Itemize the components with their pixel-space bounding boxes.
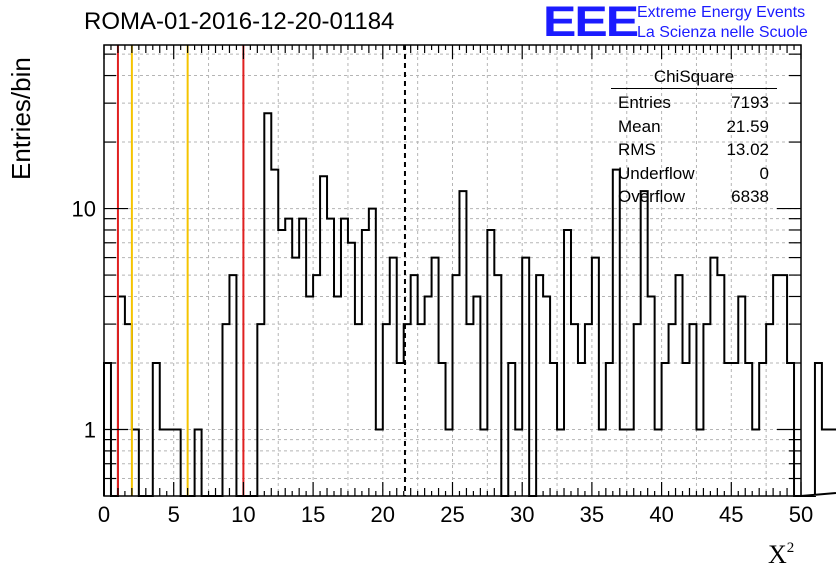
stat-value: 6838	[731, 187, 769, 206]
stat-row-mean: Mean 21.59	[611, 115, 777, 139]
stat-row-underflow: Underflow 0	[611, 162, 777, 186]
stat-label: Underflow	[618, 163, 695, 183]
x-tick-label: 30	[510, 502, 534, 527]
eee-logo: EEE	[543, 0, 639, 46]
x-tick-label: 50	[789, 502, 813, 527]
x-tick-label: 0	[98, 502, 110, 527]
stat-label: Entries	[618, 93, 671, 112]
stat-row-rms: RMS 13.02	[611, 138, 777, 162]
chart-title: ROMA-01-2016-12-20-01184	[84, 8, 395, 35]
logo-line-2: La Scienza nelle Scuole	[637, 24, 808, 41]
x-tick-label: 25	[440, 502, 464, 527]
stat-label: RMS	[618, 140, 656, 159]
stat-value: 7193	[731, 93, 769, 112]
x-tick-label: 20	[371, 502, 395, 527]
x-axis-label-superscript: 2	[786, 540, 795, 556]
x-tick-label: 10	[231, 502, 255, 527]
stat-value: 21.59	[726, 116, 769, 136]
stat-label: Mean	[618, 116, 661, 136]
stat-label: Overflow	[618, 187, 686, 206]
y-tick-label: 1	[84, 417, 96, 442]
stat-row-entries: Entries 7193	[611, 91, 777, 115]
x-tick-label: 45	[719, 502, 743, 527]
stat-row-overflow: Overflow 6838	[611, 185, 777, 209]
x-axis-label: X2	[768, 540, 794, 570]
x-tick-label: 15	[301, 502, 325, 527]
y-tick-label: 10	[72, 197, 96, 222]
histogram-steps	[103, 112, 836, 497]
stat-value: 13.02	[726, 140, 769, 159]
x-tick-label: 5	[168, 502, 180, 527]
stat-value: 0	[759, 163, 769, 183]
stats-title: ChiSquare	[611, 67, 777, 89]
x-tick-label: 40	[649, 502, 673, 527]
x-tick-label: 35	[580, 502, 604, 527]
stats-box: ChiSquare Entries 7193 Mean 21.59 RMS 13.02…	[611, 67, 777, 209]
logo-line-1: Extreme Energy Events	[637, 4, 806, 21]
x-axis-label-base: X	[768, 540, 787, 569]
